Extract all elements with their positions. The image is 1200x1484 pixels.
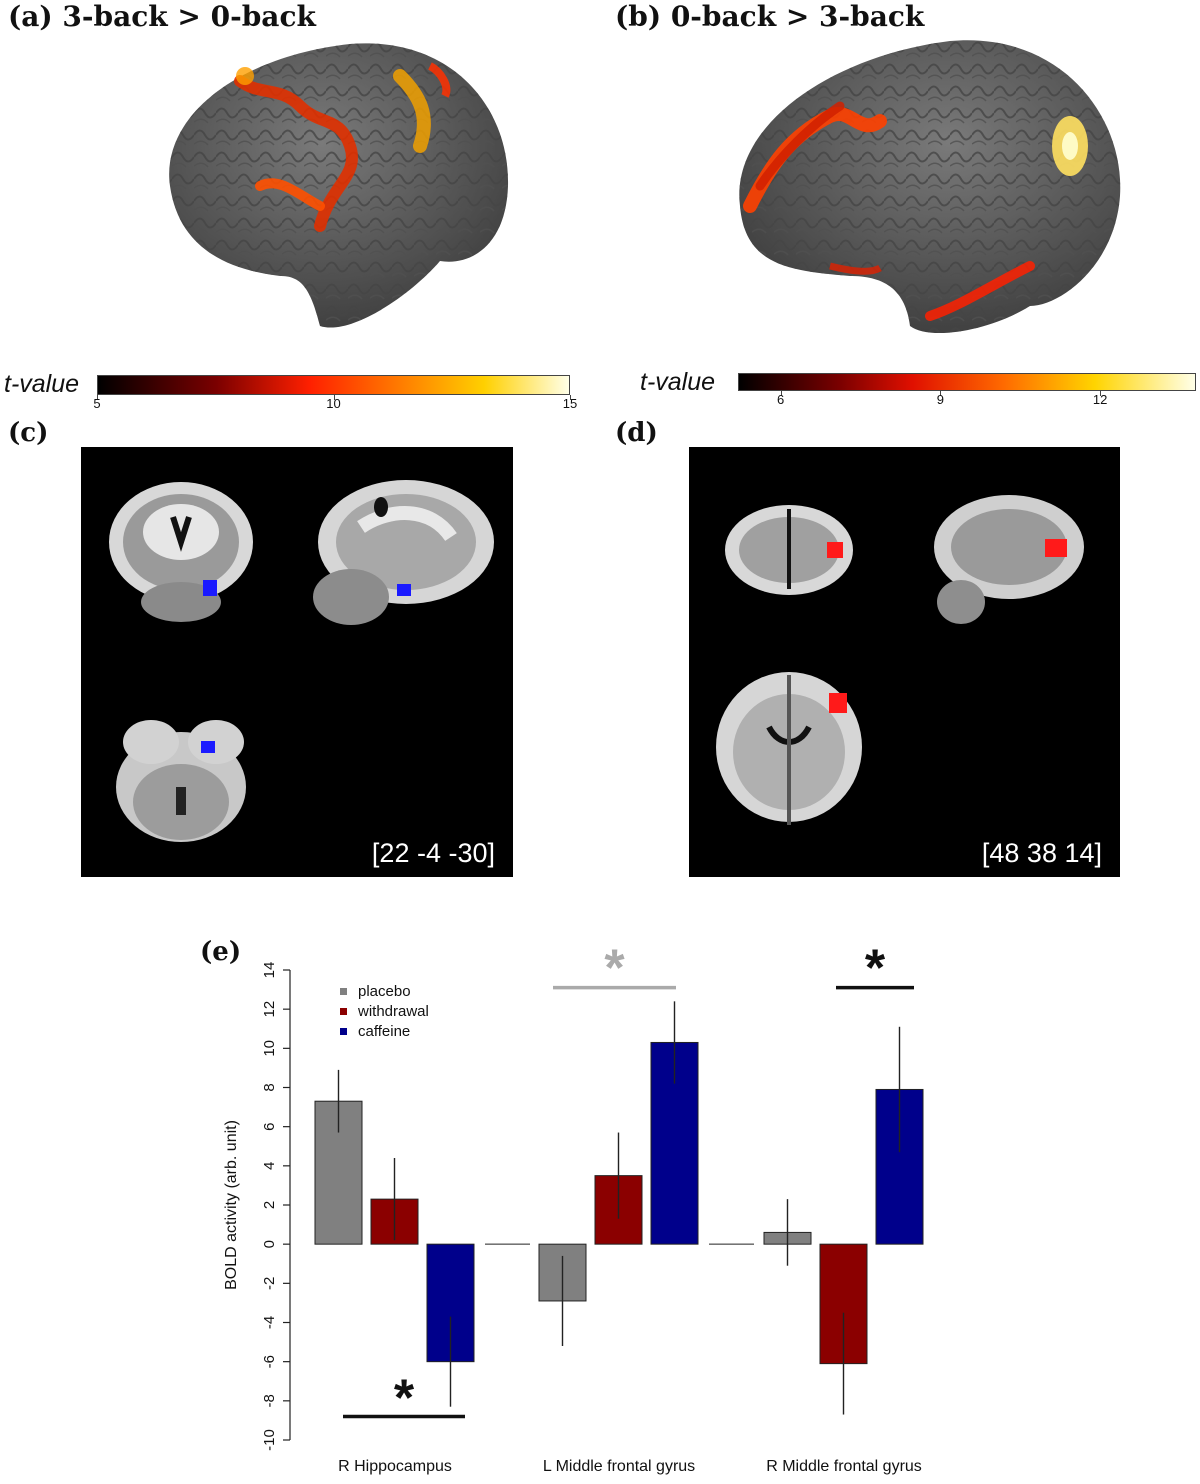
y-tick-label: -6 — [261, 1355, 278, 1368]
panel-a-colorbar-tick-label: 5 — [93, 396, 101, 411]
blob-coronal — [203, 580, 217, 596]
panel-b-colorbar-tickmark — [940, 391, 942, 396]
coronal-slice — [725, 505, 853, 595]
mni-coordinate-d: [48 38 14] — [981, 838, 1102, 868]
panel-b-colorbar-tick-label: 9 — [936, 392, 944, 407]
brain-surface-left-lateral — [169, 43, 509, 328]
panel-b-colorbar-tick-label: 6 — [776, 392, 785, 407]
sagittal-slice — [934, 495, 1084, 624]
y-tick-label: 4 — [261, 1162, 278, 1170]
coronal-slice — [109, 482, 253, 622]
sagittal-slice — [313, 480, 494, 625]
legend-swatch-caffeine — [340, 1028, 347, 1035]
panel-a-colorbar-tickmark — [97, 395, 98, 400]
blob-axial — [829, 693, 847, 713]
panel-e-letter: (e) — [200, 937, 242, 967]
y-tick-label: 14 — [261, 962, 278, 979]
panel-a-colorbar-tickmark — [570, 395, 571, 400]
y-tick-label: -10 — [261, 1429, 278, 1451]
bold-activity-bar-chart: -10 -8 -6 -4 -2 0 2 4 6 8 10 12 14 BOLD activity (arb… — [223, 940, 924, 1475]
y-axis-label: BOLD activity (arb. unit) — [223, 1120, 240, 1290]
y-tick-label: -4 — [261, 1316, 278, 1329]
legend-label-caffeine: caffeine — [358, 1023, 410, 1040]
legend-label-withdrawal: withdrawal — [357, 1003, 429, 1020]
blob-coronal — [827, 542, 843, 558]
significance-star: * — [604, 940, 625, 998]
mri-slices-d — [716, 495, 1084, 825]
mri-panel-d: [48 38 14] — [689, 447, 1120, 877]
category-label: R Middle frontal gyrus — [766, 1458, 922, 1475]
panel-a-colorbar-tick-label: 10 — [326, 396, 341, 411]
mni-coordinate-c: [22 -4 -30] — [371, 838, 495, 868]
panel-b-colorbar-tick-label: 12 — [1092, 392, 1108, 407]
panel-b-colorbar — [738, 373, 1196, 391]
significance-star: * — [865, 940, 886, 998]
mri-panel-c: [22 -4 -30] — [81, 447, 513, 877]
panel-d-letter: (d) — [615, 418, 658, 448]
y-tick-label: 12 — [261, 1001, 278, 1018]
legend-label-placebo: placebo — [358, 983, 411, 1000]
panel-b-title: (b) 0-back > 3-back — [615, 0, 925, 33]
y-tick-label: 0 — [261, 1240, 278, 1248]
axial-slice — [716, 672, 862, 825]
panel-b-colorbar-tickmark — [780, 391, 782, 396]
panel-a-colorbar-tickmark — [333, 395, 335, 400]
panel-a-colorbar-tick-label: 15 — [562, 396, 578, 411]
y-tick-label: 10 — [261, 1040, 278, 1057]
panel-c-letter: (c) — [8, 418, 49, 448]
mri-slices-c — [109, 480, 494, 842]
blob-axial — [201, 741, 215, 753]
blob-sagittal — [1045, 539, 1067, 557]
axial-slice — [116, 720, 246, 842]
legend-swatch-withdrawal — [340, 1008, 347, 1015]
y-tick-label: 2 — [261, 1201, 278, 1209]
y-tick-label: -8 — [261, 1394, 278, 1407]
significance-star: * — [394, 1370, 415, 1428]
y-tick-label: -2 — [261, 1277, 278, 1290]
y-tick-label: 8 — [261, 1083, 278, 1091]
category-label: R Hippocampus — [338, 1458, 452, 1475]
panel-b-colorbar-tickmark — [1100, 391, 1102, 396]
brain-surface-right-lateral — [739, 40, 1121, 334]
legend-swatch-placebo — [340, 988, 347, 995]
y-tick-label: 6 — [261, 1122, 278, 1130]
panel-a-title: (a) 3-back > 0-back — [8, 0, 316, 33]
panel-b-colorbar-label: t-value — [640, 368, 716, 396]
blob-sagittal — [397, 584, 411, 596]
panel-a-colorbar-label: t-value — [4, 370, 80, 398]
panel-a-colorbar — [97, 375, 570, 395]
category-label: L Middle frontal gyrus — [543, 1458, 695, 1475]
